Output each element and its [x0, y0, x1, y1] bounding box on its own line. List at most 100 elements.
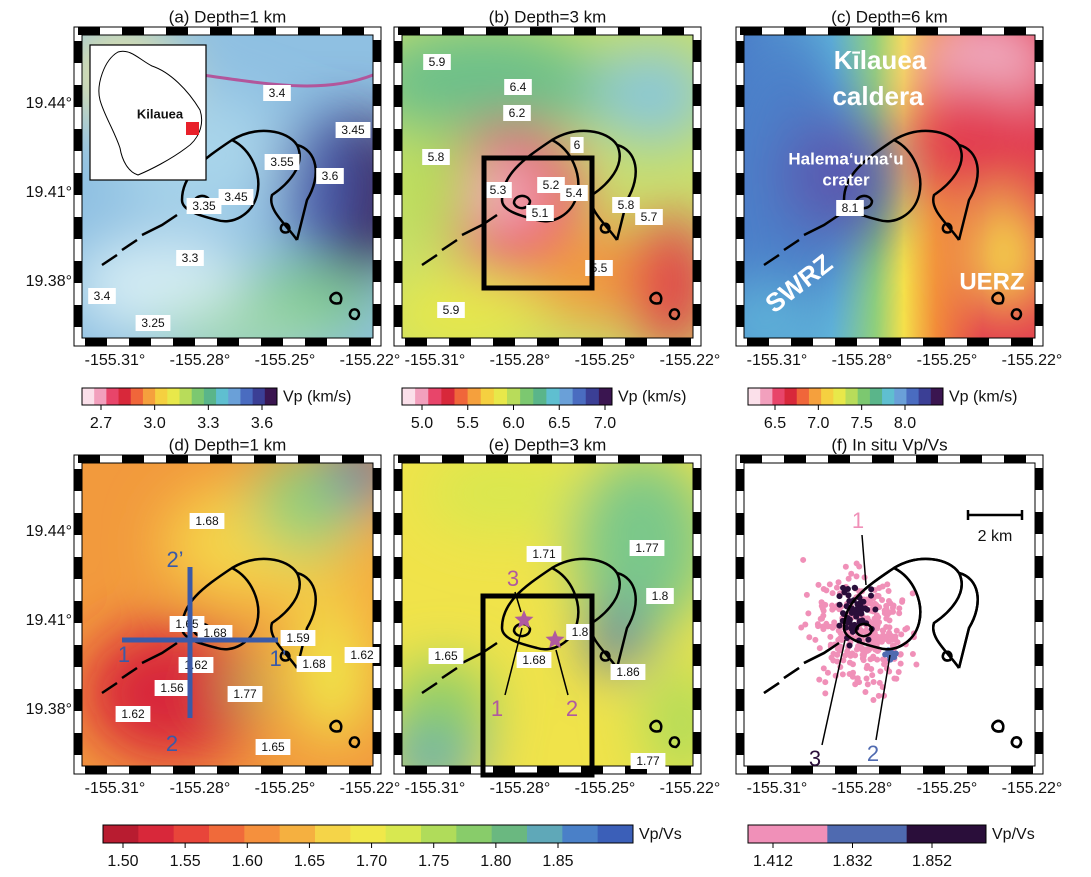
colorbar-segment	[882, 388, 895, 405]
panel-title: (f) In situ Vp/Vs	[831, 435, 947, 454]
x-tick-label: -155.28°	[832, 352, 893, 369]
colorbar-tick-label: 1.412	[753, 853, 793, 870]
contour-label: 3.25	[141, 316, 165, 330]
contour-label: 1.62	[121, 707, 145, 721]
x-tick-label: -155.31°	[85, 352, 146, 369]
contour-label: 1.56	[160, 681, 184, 695]
colorbar-segment	[350, 825, 386, 843]
colorbar-segment	[441, 388, 455, 405]
map-panel	[382, 453, 722, 793]
sample-dot	[878, 635, 884, 641]
colorbar-segment	[827, 825, 907, 843]
color-blob	[914, 75, 1034, 195]
colorbar-segment	[456, 825, 492, 843]
sample-dot	[830, 658, 836, 664]
contour-label: 3.6	[322, 169, 339, 183]
panel-title: (e) Depth=3 km	[489, 435, 607, 454]
panel-title: (d) Depth=1 km	[169, 435, 287, 454]
map-panel	[362, 25, 712, 355]
x-tick-label: -155.25°	[917, 780, 978, 797]
sample-dot	[864, 665, 870, 671]
site-label: 1	[852, 508, 864, 533]
colorbar-tick-label: 1.70	[356, 853, 387, 870]
sample-dot	[829, 603, 835, 609]
contour-label: 3.4	[269, 86, 286, 100]
colorbar-segment	[481, 388, 495, 405]
sample-dot	[865, 681, 871, 687]
contour-label: 5.8	[428, 150, 445, 164]
sample-dot	[865, 637, 871, 643]
x-tick-label: -155.25°	[255, 352, 316, 369]
contour-label: 1.65	[434, 649, 458, 663]
sample-dot	[842, 653, 848, 659]
sample-dot	[822, 679, 828, 685]
contour-label: 1.65	[175, 617, 199, 631]
contour-label: 1.68	[195, 514, 219, 528]
colorbar-tick-label: 3.0	[144, 415, 166, 432]
x-tick-label: -155.28°	[170, 780, 231, 797]
site-label: 2 km	[978, 528, 1013, 545]
x-tick-label: -155.22°	[660, 780, 721, 797]
colorbar-segment	[131, 388, 144, 405]
sample-dot	[800, 557, 806, 563]
colorbar-segment	[520, 388, 534, 405]
sample-dot	[817, 645, 823, 651]
colorbar-segment	[155, 388, 168, 405]
profile-label: 2’	[166, 547, 183, 572]
colorbar-segment	[119, 388, 132, 405]
colorbar-segment	[428, 388, 442, 405]
sample-dot	[869, 672, 875, 678]
contour-label: 5.1	[532, 206, 549, 220]
map-annotation: Halema‘uma‘u	[788, 149, 903, 168]
colorbar-label: Vp/Vs	[992, 826, 1035, 843]
sample-dot	[893, 650, 899, 656]
contour-label: 3.35	[192, 199, 216, 213]
contour-label: 8.1	[842, 201, 859, 215]
colorbar-segment	[833, 388, 846, 405]
x-tick-label: -155.31°	[747, 352, 808, 369]
y-tick-label: 19.41°	[26, 184, 72, 201]
sample-dot	[899, 597, 905, 603]
contour-label: 1.71	[532, 547, 556, 561]
sample-dot	[879, 597, 885, 603]
y-tick-label: 19.41°	[26, 612, 72, 629]
sample-dot	[876, 693, 882, 699]
contour-label: 1.59	[286, 631, 310, 645]
sample-dot	[834, 585, 840, 591]
colorbar-tick-label: 3.3	[197, 415, 219, 432]
colorbar-segment	[265, 388, 278, 405]
colorbar-tick-label: 1.852	[912, 853, 952, 870]
y-tick-label: 19.38°	[26, 701, 72, 718]
sample-dot	[887, 600, 893, 606]
contour-label: 1.62	[350, 648, 374, 662]
colorbar-segment	[468, 388, 482, 405]
colorbar-segment	[180, 388, 193, 405]
sample-dot	[815, 582, 821, 588]
profile-label: 1’	[269, 646, 286, 671]
colorbar-segment	[527, 825, 563, 843]
x-tick-label: -155.31°	[747, 780, 808, 797]
sample-dot	[827, 634, 833, 640]
colorbar-segment	[421, 825, 457, 843]
colorbar-segment	[204, 388, 217, 405]
sample-dot	[855, 605, 861, 611]
sample-dot	[836, 623, 842, 629]
contour-label: 5.2	[543, 178, 560, 192]
sample-dot	[847, 643, 853, 649]
inset-label: Kilauea	[137, 106, 184, 121]
colorbar-segment	[760, 388, 773, 405]
sample-dot	[852, 585, 858, 591]
sample-dot	[822, 602, 828, 608]
colorbar-segment	[809, 388, 822, 405]
sample-dot	[910, 651, 916, 657]
sample-dot	[864, 676, 870, 682]
sample-dot	[896, 610, 902, 616]
colorbar-segment	[103, 825, 139, 843]
colorbar-tick-label: 6.5	[548, 415, 570, 432]
x-tick-label: -155.22°	[340, 780, 401, 797]
colorbar-segment	[244, 825, 280, 843]
sample-dot	[893, 676, 899, 682]
colorbar-segment	[494, 388, 508, 405]
kilauea-marker	[186, 122, 199, 135]
x-tick-label: -155.28°	[490, 352, 551, 369]
